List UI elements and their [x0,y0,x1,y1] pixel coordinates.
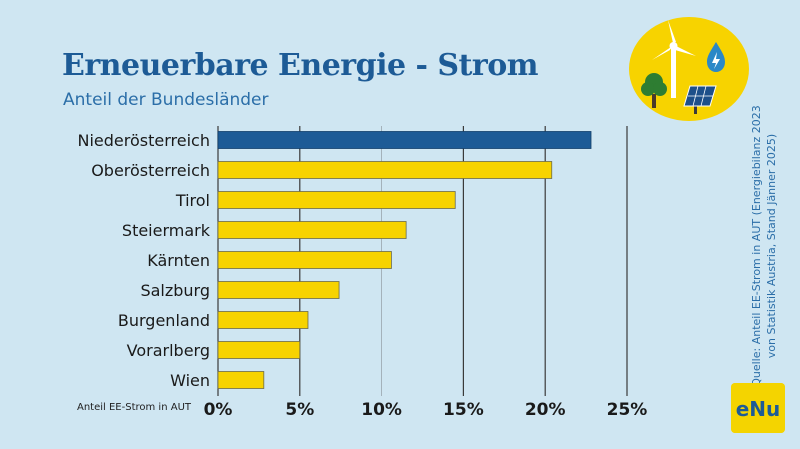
category-label: Niederösterreich [78,131,210,150]
category-label: Vorarlberg [127,341,210,360]
category-label: Tirol [175,191,210,210]
bar [217,281,340,299]
bar [217,161,553,179]
category-label: Salzburg [140,281,210,300]
page-title: Erneuerbare Energie - Strom [62,48,538,83]
bar [217,131,592,149]
bar [217,371,265,389]
tree-icon [641,73,667,108]
enu-logo: eNu [731,383,785,433]
water-drop-lightning-icon [707,42,725,72]
page-subtitle: Anteil der Bundesländer [63,90,269,110]
x-tick-label: 0% [204,400,233,420]
bar [217,191,456,209]
x-tick-label: 20% [525,400,566,420]
x-tick-label: 15% [443,400,484,420]
category-label: Wien [170,371,210,390]
bar [217,251,392,269]
category-label: Kärnten [147,251,210,270]
bar [217,341,301,359]
energy-icon-badge [629,17,749,121]
category-label: Steiermark [122,221,211,240]
category-label: Burgenland [118,311,210,330]
wind-turbine-icon [652,20,696,98]
x-tick-label: 10% [361,400,402,420]
source-note: Quelle: Anteil EE-Strom in AUT (Energieb… [750,105,778,387]
x-tick-label: 25% [607,400,648,420]
bar [217,311,309,329]
svg-text:eNu: eNu [736,397,781,421]
bar [217,221,407,239]
solar-panel-icon [683,85,717,114]
x-axis-caption: Anteil EE-Strom in AUT [77,402,191,413]
x-tick-label: 5% [285,400,314,420]
category-label: Oberösterreich [91,161,210,180]
